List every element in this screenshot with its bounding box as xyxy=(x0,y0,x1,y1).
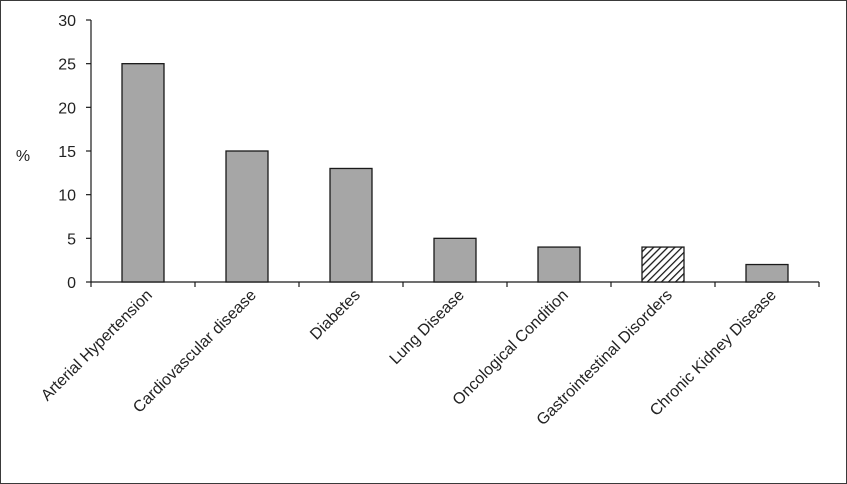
bar-lung-disease xyxy=(433,237,477,283)
bars xyxy=(121,63,789,283)
y-tick-labels: 0 5 10 15 20 25 30 xyxy=(58,13,76,292)
bar-gastrointestinal-disorders xyxy=(641,246,685,283)
y-tick-label: 20 xyxy=(58,100,76,117)
bar-diabetes xyxy=(329,167,373,283)
bar-chronic-kidney-disease xyxy=(745,263,789,283)
x-category-label: Oncological Condition xyxy=(450,287,572,409)
bar-cardiovascular-disease xyxy=(225,150,269,283)
bar-oncological-condition xyxy=(537,246,581,283)
x-category-label: Arterial Hypertension xyxy=(38,287,156,405)
x-category-label: Cardiovascular disease xyxy=(130,287,260,417)
y-tick-label: 10 xyxy=(58,188,76,205)
y-tick-label: 5 xyxy=(67,231,76,248)
x-category-label: Diabetes xyxy=(307,287,364,344)
bar-arterial-hypertension xyxy=(121,63,165,283)
y-tick-label: 15 xyxy=(58,144,76,161)
y-tick-label: 25 xyxy=(58,57,76,74)
y-tick-label: 0 xyxy=(67,275,76,292)
y-tick-label: 30 xyxy=(58,13,76,30)
x-category-label: Lung Disease xyxy=(387,287,468,368)
y-axis-title: % xyxy=(16,148,30,165)
